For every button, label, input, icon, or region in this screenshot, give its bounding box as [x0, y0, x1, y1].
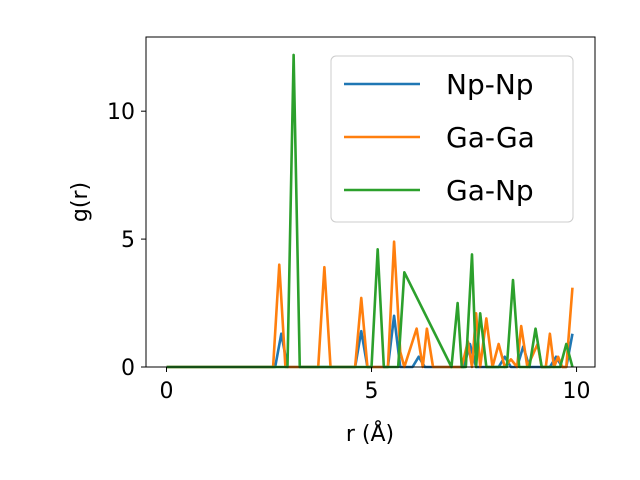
y-axis: 0 5 10 [107, 100, 146, 381]
x-axis: 0 5 10 [160, 367, 591, 404]
legend: Np-Np Ga-Ga Ga-Np [330, 55, 574, 223]
x-tick-label: 0 [160, 379, 174, 404]
x-tick-label: 10 [563, 379, 591, 404]
y-axis-label: g(r) [68, 182, 93, 222]
y-tick-label: 0 [121, 356, 135, 381]
y-tick-label: 10 [107, 100, 135, 125]
series-line-ga-np [166, 53, 574, 369]
x-axis-label: r (Å) [346, 420, 394, 447]
plot-area-frame [145, 36, 596, 368]
legend-box [330, 55, 574, 223]
y-tick-label: 5 [121, 228, 135, 253]
x-tick-label: 5 [365, 379, 379, 404]
legend-label-ga-np: Ga-Np [446, 174, 534, 207]
legend-label-ga-ga: Ga-Ga [446, 121, 535, 154]
legend-label-np-np: Np-Np [446, 68, 534, 101]
